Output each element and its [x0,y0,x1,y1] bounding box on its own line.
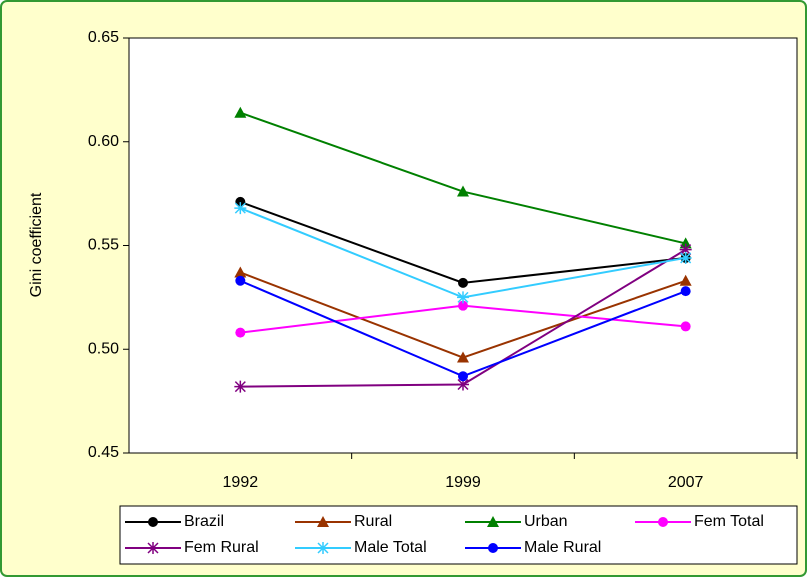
point [457,185,469,197]
point [679,274,692,286]
legend-label: Rural [354,513,392,530]
plot-area [128,37,798,454]
legend-marker [317,516,329,527]
legend-marker [147,542,159,554]
point [458,277,468,288]
point [235,327,246,338]
y-tick-label: 0.45 [88,444,119,461]
point [680,321,691,332]
point [235,275,246,286]
legend-marker [658,517,668,527]
legend-marker [487,516,499,527]
point [679,243,692,256]
y-tick-label: 0.55 [88,237,119,254]
y-axis-label: Gini coefficient [28,192,45,297]
legend-marker [317,542,329,554]
legend [119,505,798,565]
legend-marker [148,517,158,527]
y-tick-label: 0.60 [88,133,119,150]
point [679,251,692,264]
point [457,351,469,363]
x-tick-label: 2007 [668,474,704,491]
x-tick-label: 1992 [223,474,259,491]
legend-label: Brazil [184,513,224,530]
y-tick-label: 0.50 [88,340,119,357]
legend-label: Male Total [354,539,427,556]
point [680,286,691,297]
point [457,378,469,391]
point [234,202,247,215]
legend-label: Fem Total [694,513,764,530]
point [235,196,246,207]
point [458,371,468,382]
y-tick-label: 0.65 [88,29,119,46]
point [234,106,247,118]
x-tick-label: 1999 [445,474,481,491]
legend-label: Urban [524,513,568,530]
legend-label: Male Rural [524,539,601,556]
point [234,380,247,393]
point [234,266,247,278]
point [457,291,469,304]
legend-label: Fem Rural [184,539,259,556]
point [458,300,468,311]
legend-marker [488,543,498,553]
